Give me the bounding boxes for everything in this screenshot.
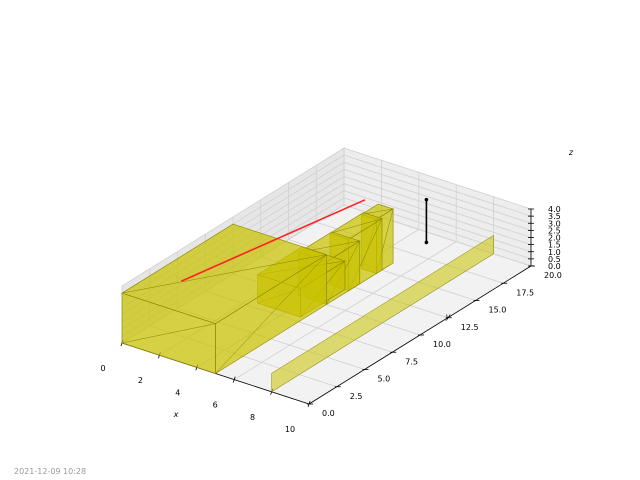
- x-tick-label: 0: [100, 364, 105, 373]
- grid-line: [343, 147, 532, 210]
- series-line: [180, 199, 366, 282]
- z-tick-label: 2.0: [548, 234, 561, 243]
- box-face-diagonal: [215, 254, 327, 374]
- grid-line: [121, 147, 345, 287]
- grid-line: [343, 190, 532, 253]
- y-tick-label: 0.0: [322, 409, 335, 418]
- x-tick-label: 6: [213, 401, 218, 410]
- z-axis-label: z: [568, 148, 574, 157]
- panel-wall: [271, 234, 494, 393]
- x-axis-label: x: [173, 410, 179, 419]
- series-point: [424, 240, 429, 245]
- box-face-diagonal: [121, 323, 216, 344]
- y-tick-label: 20.0: [544, 271, 562, 280]
- x-tick-label: 4: [175, 388, 180, 397]
- x-tick-label: 8: [250, 413, 255, 422]
- x-tick: [232, 376, 236, 383]
- y-tick-label: 5.0: [378, 375, 391, 384]
- y-tick-label: 7.5: [405, 357, 418, 366]
- y-tick-label: 12.5: [461, 323, 479, 332]
- z-tick-label: 3.5: [548, 212, 561, 221]
- grid-line: [343, 168, 532, 231]
- z-tick-label: 0.0: [548, 262, 561, 271]
- z-tick-label: 1.0: [548, 248, 561, 257]
- y-tick-label: 15.0: [489, 306, 507, 315]
- z-tick-label: 2.5: [548, 226, 561, 235]
- x-tick-label: 10: [285, 425, 295, 434]
- grid-line: [343, 154, 532, 217]
- y-tick-label: 10.0: [433, 340, 451, 349]
- z-tick-label: 1.5: [548, 241, 561, 250]
- box-face-diagonal: [329, 218, 383, 234]
- timestamp-label: 2021-12-09 10:28: [14, 467, 87, 476]
- z-tick-label: 3.0: [548, 219, 561, 228]
- grid-line: [343, 176, 532, 238]
- y-tick-label: 17.5: [516, 288, 534, 297]
- grid-line: [343, 161, 532, 224]
- grid-line: [343, 183, 532, 246]
- series-point: [424, 197, 429, 202]
- z-tick-label: 4.0: [548, 205, 561, 214]
- y-axis-label: y: [445, 312, 451, 321]
- z-tick-label: 0.5: [548, 255, 561, 264]
- box-face-diagonal: [121, 254, 327, 294]
- y-tick-label: 2.5: [350, 392, 363, 401]
- x-tick-label: 2: [138, 376, 143, 385]
